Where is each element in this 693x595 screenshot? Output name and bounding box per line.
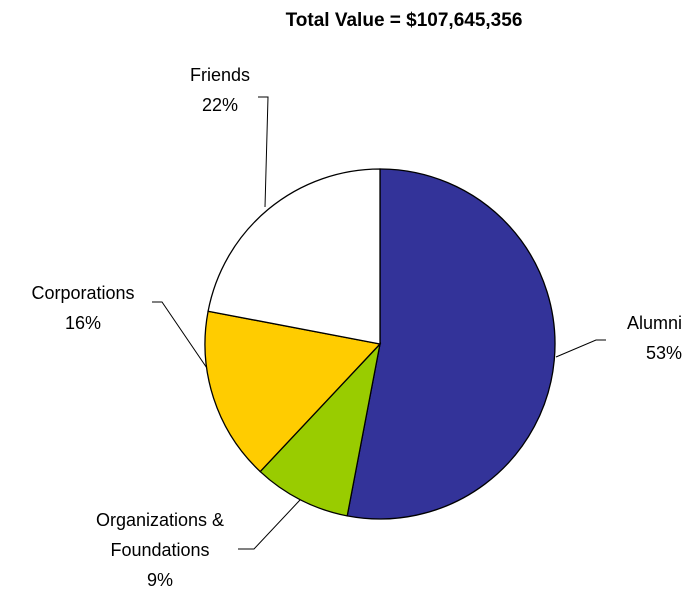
category-label: Alumni [626, 313, 682, 333]
leader-line [238, 499, 301, 550]
pie-slice [207, 168, 381, 345]
pie-slice [204, 310, 382, 473]
value-label: 9% [146, 570, 173, 590]
value-label: 53% [645, 343, 682, 363]
slice-label: Alumni 53% [600, 308, 682, 368]
slice-label: Friends 22% [160, 60, 280, 120]
pie-slice [346, 168, 556, 520]
chart-title: Total Value = $107,645,356 [285, 10, 523, 31]
category-label: Corporations [31, 283, 135, 303]
leader-line [258, 96, 269, 208]
slice-label: Organizations & Foundations 9% [70, 505, 250, 595]
category-label: Organizations & Foundations [95, 510, 225, 560]
value-label: 22% [201, 95, 239, 115]
value-label: 16% [64, 313, 102, 333]
leader-line [555, 339, 606, 358]
pie-slice [259, 341, 382, 517]
slice-label: Corporations 16% [3, 278, 163, 338]
category-label: Friends [189, 65, 251, 85]
